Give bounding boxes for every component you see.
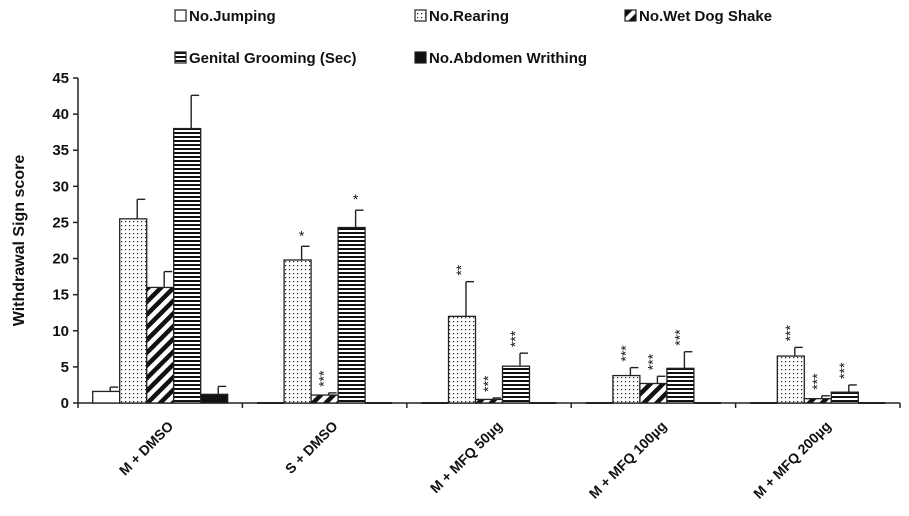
bar: [639, 382, 668, 404]
legend-label: No.Abdomen Writhing: [429, 50, 587, 67]
significance-mark: *: [353, 191, 359, 207]
category-label: M + MFQ 200µg: [750, 418, 834, 502]
y-tick-label: 45: [52, 70, 69, 87]
y-tick-label: 25: [52, 214, 69, 231]
significance-mark: ***: [836, 362, 852, 379]
bar: [283, 259, 312, 404]
significance-mark: ***: [782, 324, 798, 341]
category-label: S + DMSO: [282, 418, 341, 477]
bar: [310, 394, 339, 404]
significance-mark: ***: [480, 375, 496, 392]
legend-swatch: [414, 51, 427, 64]
legend-swatch: [174, 51, 187, 64]
legend-swatch: [624, 9, 637, 22]
bar: [337, 226, 366, 404]
bars: [92, 127, 886, 404]
bar: [612, 374, 641, 404]
legend-label: Genital Grooming (Sec): [189, 50, 357, 67]
error-bars: [109, 94, 857, 400]
legend-label: No.Rearing: [429, 8, 509, 25]
y-tick-label: 0: [61, 395, 69, 412]
bar: [146, 286, 175, 404]
bar: [173, 127, 202, 404]
significance-mark: ***: [809, 373, 825, 390]
category-label: M + MFQ 50µg: [427, 418, 505, 496]
y-tick-label: 40: [52, 106, 69, 123]
bar: [501, 365, 531, 404]
y-axis-label: Withdrawal Sign score: [11, 155, 28, 327]
significance-mark: ***: [316, 370, 332, 387]
significance-mark: **: [453, 264, 469, 275]
bar: [666, 367, 695, 404]
y-tick-label: 30: [52, 178, 69, 195]
significance-mark: ***: [644, 353, 660, 370]
y-tick-label: 15: [52, 287, 69, 304]
bar: [830, 391, 859, 404]
legend: No.Jumping No.Rearing No.Wet Dog Shake Geni…: [174, 8, 772, 67]
category-labels: M + DMSO S + DMSO M + MFQ 50µg M + MFQ 100µ…: [116, 418, 834, 502]
legend-label: No.Wet Dog Shake: [639, 8, 772, 25]
legend-swatch: [414, 9, 427, 22]
legend-label: No.Jumping: [189, 8, 276, 25]
category-label: M + MFQ 100µg: [586, 418, 670, 502]
significance-mark: ***: [671, 329, 687, 346]
bar: [474, 398, 504, 404]
significance-mark: ***: [617, 345, 633, 362]
significance-marks: ********************** *********: [299, 191, 852, 392]
legend-swatch: [174, 9, 187, 22]
bar: [92, 390, 121, 404]
significance-mark: *: [299, 227, 305, 243]
bar: [776, 355, 805, 404]
bar: [119, 218, 148, 404]
bar: [447, 315, 477, 404]
bar: [200, 393, 229, 404]
y-tick-label: 20: [52, 251, 69, 268]
bar: [803, 398, 832, 404]
category-label: M + DMSO: [116, 418, 177, 479]
y-tick-label: 10: [52, 323, 69, 340]
y-tick-label: 35: [52, 142, 69, 159]
y-tick-label: 5: [61, 359, 69, 376]
significance-mark: ***: [507, 330, 523, 347]
